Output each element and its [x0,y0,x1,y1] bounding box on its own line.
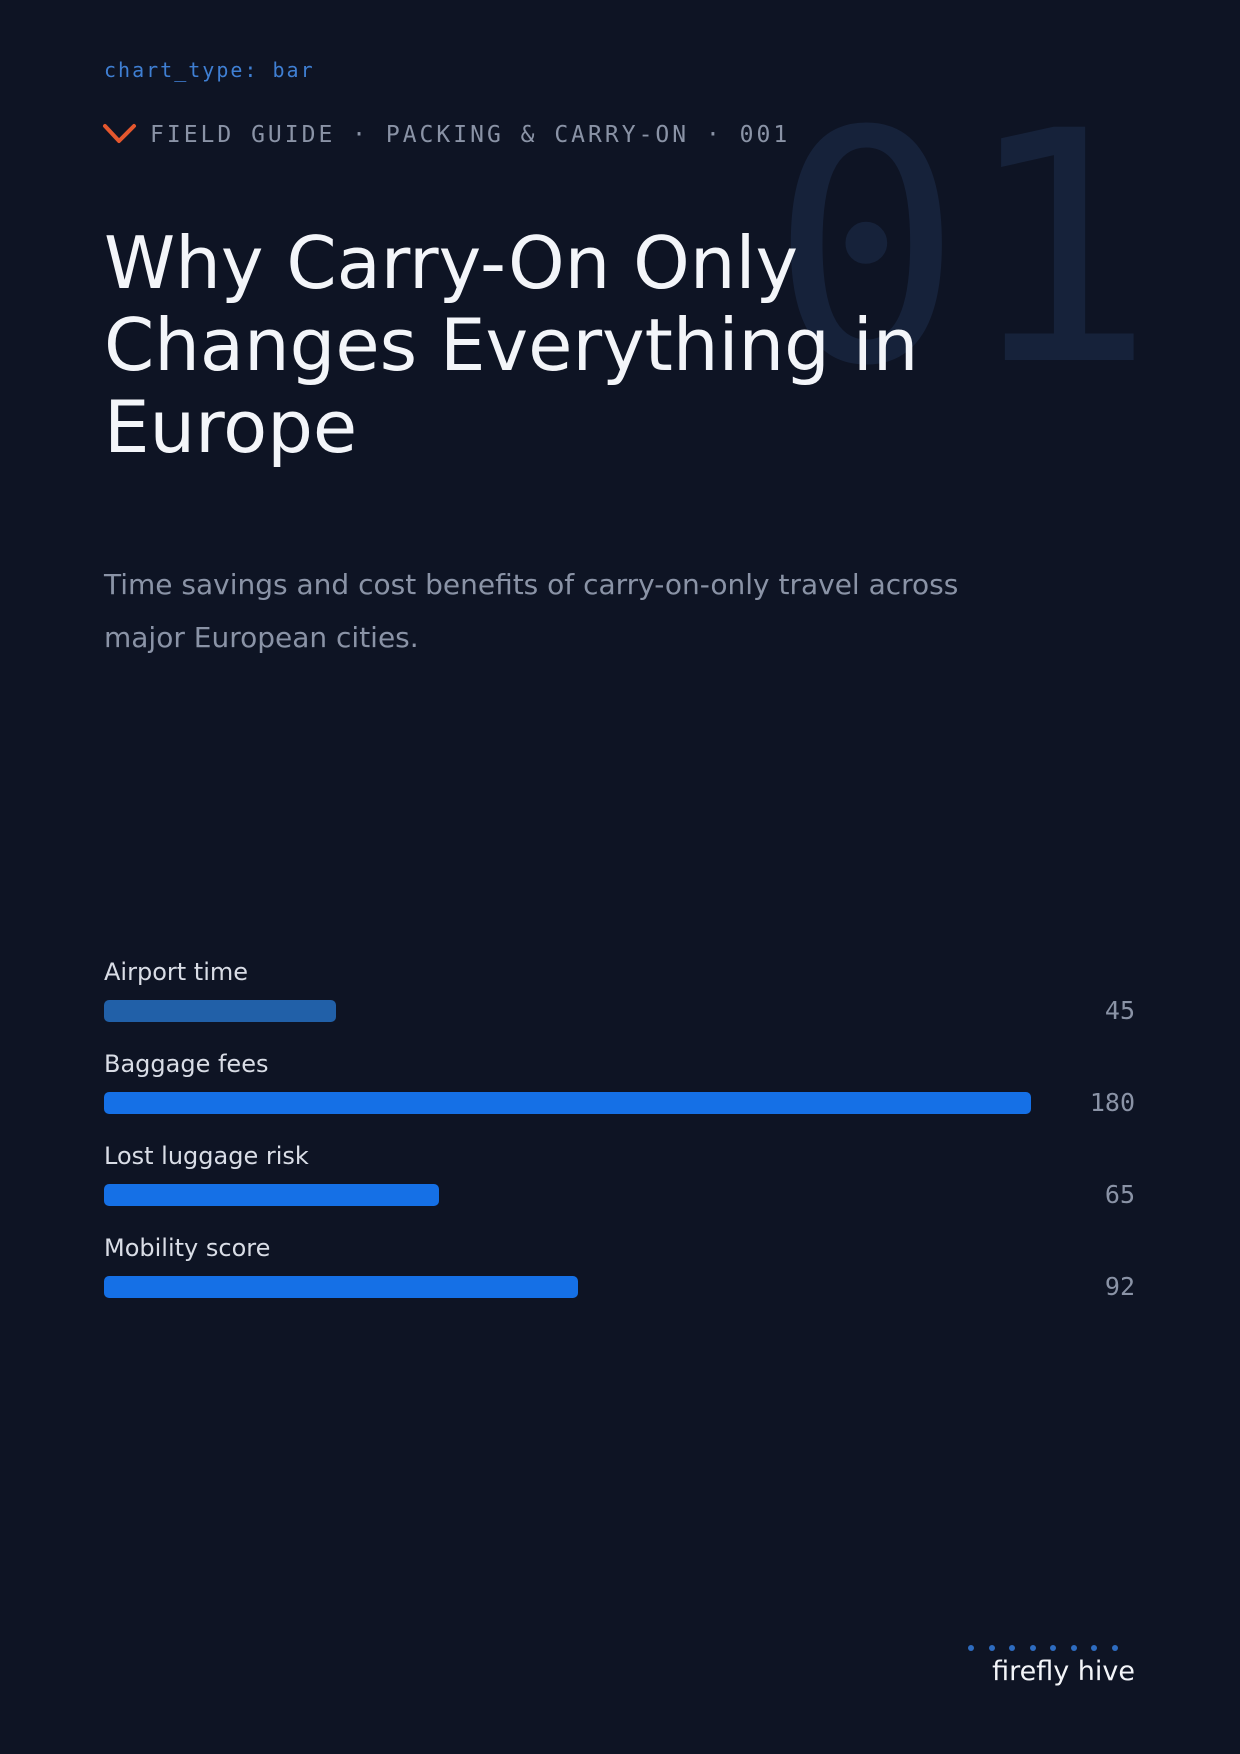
background-number: 01 [770,64,1156,436]
bar [104,1092,1031,1114]
kicker: FIELD GUIDE · PACKING & CARRY-ON · 001 [150,122,791,148]
bar [104,1276,578,1298]
chevron-icon [103,124,136,143]
brand: firefly hive [992,1656,1135,1687]
bar-label: Lost luggage risk [104,1142,309,1170]
value-label: 45 [1104,996,1135,1025]
title: Why Carry-On Only Changes Everything in … [104,221,919,469]
value-label: 180 [1089,1088,1135,1117]
dot [988,1645,995,1651]
value-label: 65 [1104,1180,1135,1209]
dot [968,1645,974,1651]
dot [1070,1645,1077,1651]
bar [104,1184,439,1206]
dot [1091,1645,1097,1651]
bar-label: Mobility score [104,1234,271,1262]
meta-label: chart_type: bar [104,58,315,82]
dot [1050,1645,1056,1651]
bar [104,1000,336,1022]
value-label: 92 [1104,1272,1135,1301]
subtitle: Time savings and cost benefits of carry-… [104,568,959,654]
bar-label: Airport time [104,958,248,986]
dot [1111,1645,1118,1651]
dot [1029,1645,1036,1651]
dot [1009,1645,1015,1651]
bar-label: Baggage fees [104,1050,269,1078]
